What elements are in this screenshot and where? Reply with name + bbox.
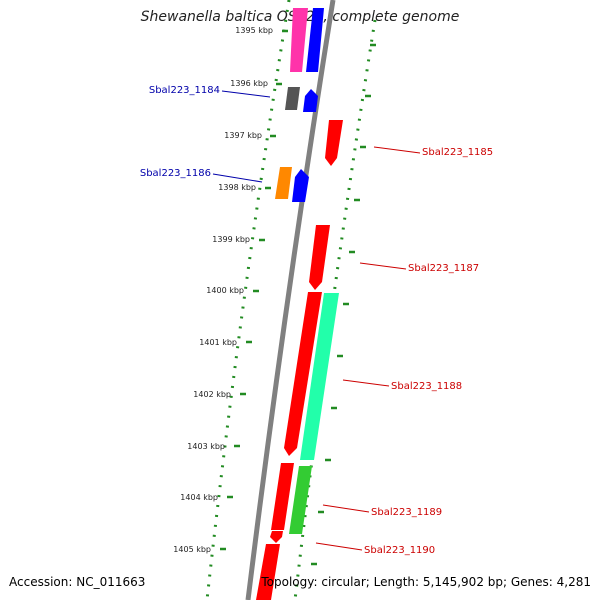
ruler-label-1398: 1398 kbp (218, 183, 256, 192)
gene-feature-sbal223-1188[interactable] (300, 293, 339, 460)
ruler-label-1396: 1396 kbp (230, 79, 268, 88)
gene-feature-sbal223-1187[interactable] (309, 225, 330, 290)
gene-label-sbal223-1188[interactable]: Sbal223_1188 (391, 381, 462, 392)
gene-label-sbal223-1186[interactable]: Sbal223_1186 (140, 168, 211, 179)
gene-feature[interactable] (271, 463, 294, 530)
gene-label-sbal223-1185[interactable]: Sbal223_1185 (422, 147, 493, 158)
ruler-label-1403: 1403 kbp (187, 442, 225, 451)
ruler-ticks (220, 29, 376, 566)
gene-feature[interactable] (290, 8, 308, 72)
gene-feature[interactable] (284, 292, 322, 456)
gene-feature-sbal223-1185[interactable] (325, 120, 343, 166)
ruler-label-1399: 1399 kbp (212, 235, 250, 244)
gene-label-sbal223-1189[interactable]: Sbal223_1189 (371, 507, 442, 518)
ruler-label-1402: 1402 kbp (193, 390, 231, 399)
gene-feature[interactable] (306, 8, 324, 72)
genome-backbone (245, 0, 336, 600)
gene-feature-sbal223-1186[interactable] (275, 167, 292, 199)
gene-label-sbal223-1187[interactable]: Sbal223_1187 (408, 263, 479, 274)
ruler-label-1405: 1405 kbp (173, 545, 211, 554)
ruler-label-1397: 1397 kbp (224, 131, 262, 140)
accession-text: Accession: NC_011663 (9, 575, 146, 589)
ruler-label-1400: 1400 kbp (206, 286, 244, 295)
gene-label-sbal223-1190[interactable]: Sbal223_1190 (364, 545, 435, 556)
label-leaders (212, 90, 421, 551)
gene-feature[interactable] (292, 169, 309, 202)
topology-text: Topology: circular; Length: 5,145,902 bp… (261, 575, 591, 589)
gene-feature-sbal223-1190[interactable] (256, 544, 280, 600)
ruler-label-1395: 1395 kbp (235, 26, 273, 35)
gene-label-sbal223-1184[interactable]: Sbal223_1184 (149, 85, 220, 96)
ruler-label-1404: 1404 kbp (180, 493, 218, 502)
outer-dotted-track (293, 19, 377, 600)
inner-dotted-track (205, 0, 291, 600)
gene-feature[interactable] (303, 89, 318, 112)
gene-feature[interactable] (270, 531, 283, 543)
gene-feature-sbal223-1189[interactable] (289, 466, 312, 534)
ruler-label-1401: 1401 kbp (199, 338, 237, 347)
gene-feature-sbal223-1184[interactable] (285, 87, 300, 110)
